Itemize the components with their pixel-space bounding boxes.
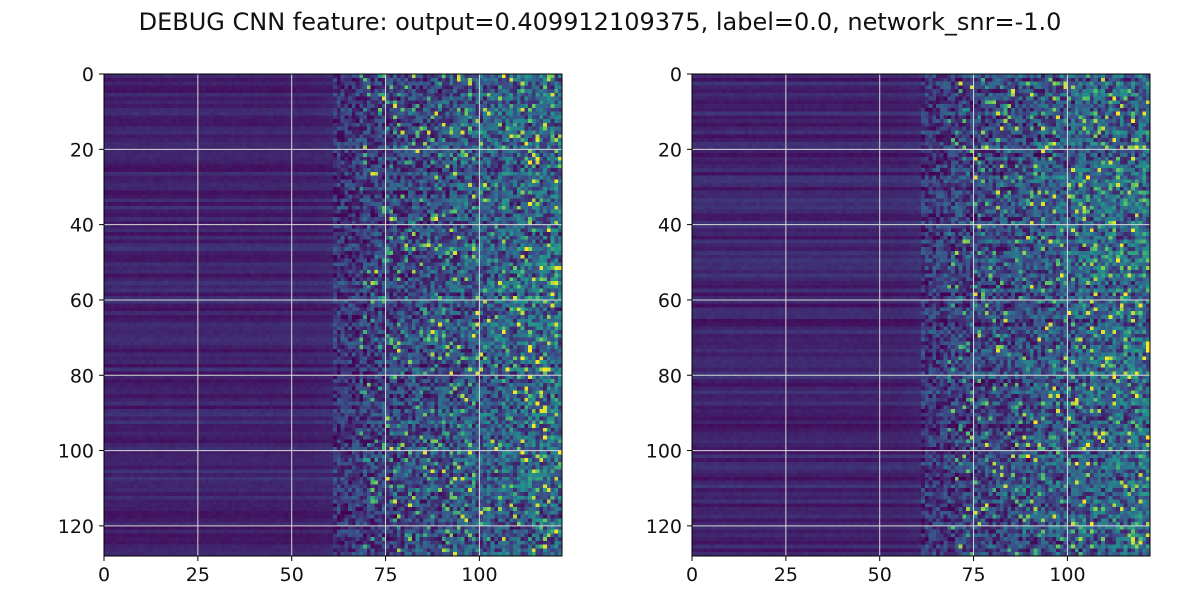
x-tick: 0 [686, 556, 698, 586]
heatmap-cells [692, 74, 1150, 556]
chart-title: DEBUG CNN feature: output=0.409912109375… [138, 8, 1062, 36]
x-tick: 25 [186, 556, 210, 586]
y-tick: 60 [658, 290, 692, 312]
y-tick-label: 40 [70, 215, 94, 237]
y-tick-label: 20 [658, 139, 682, 161]
x-tick-label: 75 [373, 564, 397, 586]
heatmap-right: 0 25 50 75 100 0 20 40 60 80 100 120 [646, 64, 1151, 586]
heatmap-left: 0 25 50 75 100 0 20 40 60 80 100 120 [58, 64, 563, 586]
y-tick: 80 [70, 365, 104, 387]
x-tick-label: 100 [461, 564, 497, 586]
axes-frame [103, 73, 563, 557]
y-tick: 20 [658, 139, 692, 161]
x-tick: 50 [280, 556, 304, 586]
x-tick: 50 [868, 556, 892, 586]
y-tick: 120 [646, 516, 692, 538]
y-tick-label: 20 [70, 139, 94, 161]
x-tick: 75 [373, 556, 398, 586]
y-tick-label: 120 [646, 516, 682, 538]
y-tick: 40 [658, 215, 692, 237]
y-tick-label: 80 [658, 365, 682, 387]
y-tick-label: 120 [58, 516, 94, 538]
x-tick-label: 0 [98, 564, 110, 586]
y-tick: 120 [58, 516, 104, 538]
y-tick-label: 60 [70, 290, 94, 312]
x-tick: 75 [961, 556, 986, 586]
heatmap-cells [104, 74, 562, 556]
y-tick-label: 100 [646, 441, 682, 463]
x-tick: 100 [461, 556, 498, 586]
y-tick-label: 80 [70, 365, 94, 387]
x-tick-label: 100 [1049, 564, 1085, 586]
y-tick: 100 [646, 441, 692, 463]
y-tick-label: 40 [658, 215, 682, 237]
x-tick: 0 [98, 556, 110, 586]
x-tick-label: 25 [774, 564, 798, 586]
y-tick: 0 [82, 64, 104, 86]
y-tick-label: 0 [670, 64, 682, 86]
y-tick-label: 100 [58, 441, 94, 463]
x-tick-label: 75 [961, 564, 985, 586]
x-tick: 100 [1049, 556, 1086, 586]
y-tick: 20 [70, 139, 104, 161]
x-tick-label: 50 [868, 564, 892, 586]
y-tick-label: 60 [658, 290, 682, 312]
x-tick-label: 25 [186, 564, 210, 586]
x-tick-label: 50 [280, 564, 304, 586]
y-tick: 40 [70, 215, 104, 237]
y-tick: 0 [670, 64, 692, 86]
y-tick: 60 [70, 290, 104, 312]
x-tick: 25 [774, 556, 798, 586]
y-tick: 100 [58, 441, 104, 463]
y-tick-label: 0 [82, 64, 94, 86]
x-tick-label: 0 [686, 564, 698, 586]
axes-frame [691, 73, 1151, 557]
y-tick: 80 [658, 365, 692, 387]
